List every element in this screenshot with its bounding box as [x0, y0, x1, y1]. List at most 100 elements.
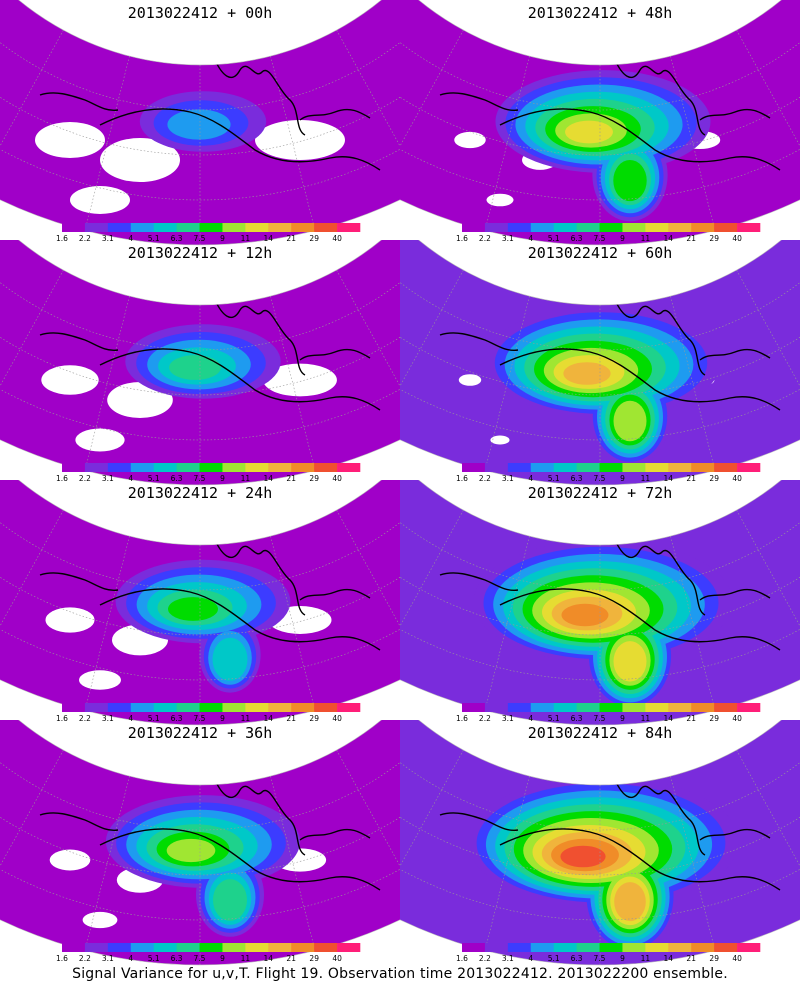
colorbar-label: 9: [620, 234, 625, 243]
contour-band: [213, 879, 247, 921]
colorbar-label: 14: [664, 954, 674, 963]
colorbar-swatch: [553, 223, 577, 232]
colorbar-swatch: [576, 703, 600, 712]
missing-data-region: [458, 374, 482, 386]
graticule: [400, 480, 800, 725]
colorbar: 1.6 2.2 3.1 4 5.1 6.3 7.5 9 11 14 21 29 40: [456, 703, 761, 723]
coastline: [39, 59, 381, 171]
colorbar-swatch: [62, 703, 86, 712]
colorbar-label: 3.1: [502, 954, 514, 963]
colorbar-label: 6.3: [171, 714, 183, 723]
colorbar-swatch: [714, 223, 738, 232]
colorbar-label: 1.6: [456, 234, 468, 243]
colorbar-swatch: [153, 703, 177, 712]
colorbar-label: 3.1: [102, 714, 114, 723]
colorbar-swatch: [691, 703, 715, 712]
colorbar-swatch: [268, 943, 292, 952]
colorbar-label: 5.1: [148, 954, 160, 963]
colorbar-label: 5.1: [548, 954, 560, 963]
variance-map: 1.6 2.2 3.1 4 5.1 6.3 7.5 9 11 14 21 29 40: [400, 0, 800, 246]
colorbar-label: 11: [241, 474, 251, 483]
colorbar-swatch: [84, 943, 109, 952]
colorbar-label: 3.1: [102, 234, 114, 243]
colorbar-label: 6.3: [571, 234, 583, 243]
missing-data-region: [75, 428, 125, 452]
colorbar-label: 2.2: [479, 954, 491, 963]
panel-title: 2013022412 + 60h: [527, 244, 673, 262]
map-panel: 2013022412 + 84h 1.6 2.2 3.1 4 5.1 6.3 7.5 9 11 14…: [400, 720, 800, 970]
colorbar-label: 2.2: [79, 954, 91, 963]
colorbar-label: 29: [309, 714, 319, 723]
graticule: [0, 720, 400, 965]
colorbar-label: 5.1: [148, 234, 160, 243]
colorbar-label: 11: [641, 714, 651, 723]
colorbar-swatch: [553, 943, 577, 952]
colorbar-label: 40: [732, 474, 742, 483]
colorbar-label: 9: [620, 474, 625, 483]
colorbar-swatch: [107, 223, 132, 232]
colorbar-label: 21: [286, 234, 296, 243]
colorbar-label: 11: [241, 954, 251, 963]
coastline: [439, 779, 781, 891]
colorbar-swatch: [484, 943, 509, 952]
colorbar-label: 14: [664, 714, 674, 723]
colorbar-label: 11: [641, 954, 651, 963]
variance-map: 1.6 2.2 3.1 4 5.1 6.3 7.5 9 11 14 21 29 40: [0, 0, 400, 246]
coastline: [439, 299, 781, 411]
colorbar-label: 2.2: [79, 474, 91, 483]
colorbar-label: 11: [641, 234, 651, 243]
colorbar-swatch: [291, 223, 315, 232]
map-panel: 2013022412 + 00h 1.6 2.2 3.1 4 5.1 6.3 7.5 9 11 14…: [0, 0, 400, 250]
variance-map: 1.6 2.2 3.1 4 5.1 6.3 7.5 9 11 14 21 29 40: [400, 240, 800, 486]
missing-data-region: [45, 607, 95, 633]
colorbar-swatch: [714, 703, 738, 712]
colorbar-label: 4: [128, 954, 133, 963]
colorbar-swatch: [130, 703, 154, 712]
colorbar-label: 40: [332, 954, 342, 963]
variance-map: 1.6 2.2 3.1 4 5.1 6.3 7.5 9 11 14 21 29 40: [0, 480, 400, 726]
colorbar-label: 6.3: [171, 954, 183, 963]
colorbar-label: 40: [732, 714, 742, 723]
colorbar-swatch: [668, 703, 692, 712]
colorbar-swatch: [153, 223, 177, 232]
colorbar-swatch: [462, 703, 486, 712]
colorbar-swatch: [622, 703, 646, 712]
contour-band: [613, 400, 647, 442]
colorbar-swatch: [245, 463, 269, 472]
map-panel: 2013022412 + 36h 1.6 2.2 3.1 4 5.1 6.3 7.5 9 11 14…: [0, 720, 400, 970]
colorbar-label: 14: [264, 234, 274, 243]
colorbar-swatch: [268, 463, 292, 472]
colorbar-label: 6.3: [571, 474, 583, 483]
missing-data-region: [486, 193, 514, 207]
colorbar: 1.6 2.2 3.1 4 5.1 6.3 7.5 9 11 14 21 29 40: [456, 463, 761, 483]
colorbar-swatch: [737, 943, 761, 952]
coastline: [439, 539, 781, 651]
colorbar-label: 21: [286, 474, 296, 483]
colorbar-label: 6.3: [571, 954, 583, 963]
colorbar-label: 4: [128, 474, 133, 483]
colorbar-swatch: [291, 703, 315, 712]
colorbar-swatch: [245, 943, 269, 952]
colorbar-swatch: [507, 223, 532, 232]
missing-data-region: [49, 849, 91, 871]
colorbar: 1.6 2.2 3.1 4 5.1 6.3 7.5 9 11 14 21 29 40: [456, 223, 761, 243]
colorbar-label: 14: [264, 714, 274, 723]
colorbar-swatch: [84, 463, 109, 472]
colorbar-swatch: [130, 943, 154, 952]
colorbar-swatch: [199, 703, 223, 712]
colorbar-swatch: [737, 703, 761, 712]
colorbar-swatch: [553, 463, 577, 472]
missing-data-region: [255, 120, 345, 160]
colorbar-swatch: [645, 703, 669, 712]
colorbar-label: 5.1: [148, 714, 160, 723]
colorbar-label: 3.1: [102, 954, 114, 963]
colorbar-swatch: [268, 703, 292, 712]
colorbar-swatch: [291, 463, 315, 472]
colorbar-swatch: [107, 463, 132, 472]
colorbar-swatch: [484, 703, 509, 712]
colorbar: 1.6 2.2 3.1 4 5.1 6.3 7.5 9 11 14 21 29 40: [56, 943, 361, 963]
colorbar: 1.6 2.2 3.1 4 5.1 6.3 7.5 9 11 14 21 29 40: [56, 703, 361, 723]
colorbar-swatch: [222, 703, 246, 712]
colorbar-label: 40: [732, 954, 742, 963]
colorbar-swatch: [176, 463, 200, 472]
